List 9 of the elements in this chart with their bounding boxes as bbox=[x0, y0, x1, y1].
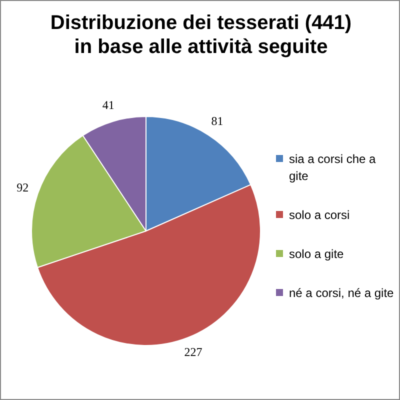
data-label: 81 bbox=[211, 114, 224, 128]
legend-label: solo a corsi bbox=[289, 207, 350, 224]
legend-label: sia a corsi che a gite bbox=[289, 151, 377, 185]
data-label: 92 bbox=[16, 180, 29, 195]
data-label: 227 bbox=[184, 344, 202, 359]
data-label: 41 bbox=[102, 98, 114, 112]
legend-label: solo a gite bbox=[289, 246, 344, 263]
chart-title: Distribuzione dei tesserati (441) in base alle attività seguite bbox=[49, 11, 353, 59]
legend-label: né a corsi, né a gite bbox=[289, 285, 394, 302]
